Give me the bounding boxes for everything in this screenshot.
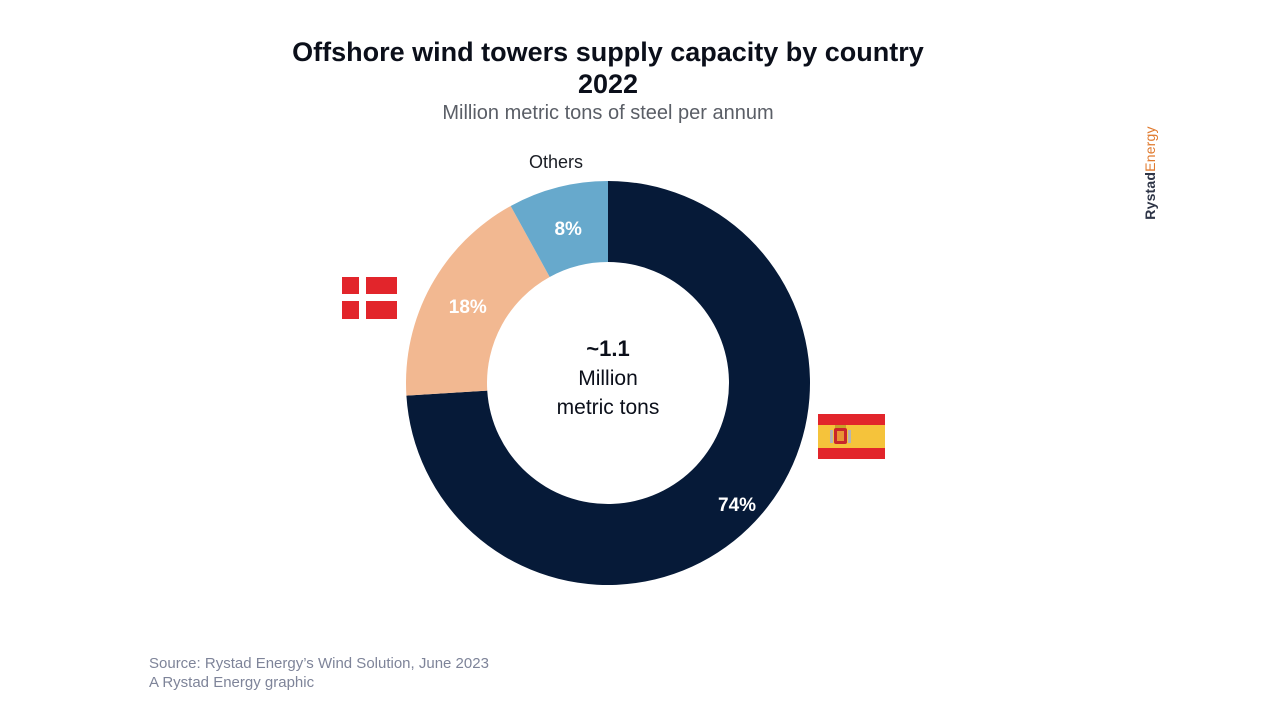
center-unit-line-2: metric tons [557, 396, 660, 419]
spain-flag-stripe-top [818, 414, 885, 425]
chart-subtitle: Million metric tons of steel per annum [442, 102, 774, 124]
center-total-value: ~1.1 [586, 336, 629, 361]
credit-text: A Rystad Energy graphic [149, 674, 315, 691]
chart-title-line-2: 2022 [577, 69, 639, 99]
spain-flag-icon [818, 414, 885, 459]
source-note: Source: Rystad Energy’s Wind Solution, J… [149, 654, 489, 692]
center-unit-line-1: Million [578, 367, 638, 390]
spain-coat-of-arms-icon [830, 425, 851, 444]
denmark-flag-icon [342, 277, 397, 319]
source-text: Source: Rystad Energy’s Wind Solution, J… [149, 655, 489, 672]
chart-title-line-1: Offshore wind towers supply capacity by … [292, 37, 924, 67]
slice-label-denmark: 18% [449, 297, 487, 318]
chart-title: Offshore wind towers supply capacity by … [258, 36, 958, 100]
rystad-energy-logo: RystadEnergy [1142, 126, 1158, 219]
logo-part-2: Energy [1142, 126, 1158, 172]
logo-part-1: Rystad [1142, 171, 1158, 220]
center-label: ~1.1 Million metric tons [557, 336, 660, 419]
slice-labels: 74% 18% 8% [449, 219, 756, 516]
donut-slice-denmark [406, 205, 550, 396]
slice-label-others: 8% [554, 219, 582, 240]
denmark-flag-cross-horizontal [342, 294, 397, 301]
donut-slice-others [510, 181, 608, 277]
spain-flag-stripe-middle [818, 425, 885, 448]
legend-others-label: Others [529, 152, 583, 172]
donut-slices [406, 181, 810, 586]
spain-flag-stripe-bottom [818, 448, 885, 459]
slice-label-spain: 74% [718, 495, 756, 516]
donut-slice-spain [406, 181, 810, 586]
